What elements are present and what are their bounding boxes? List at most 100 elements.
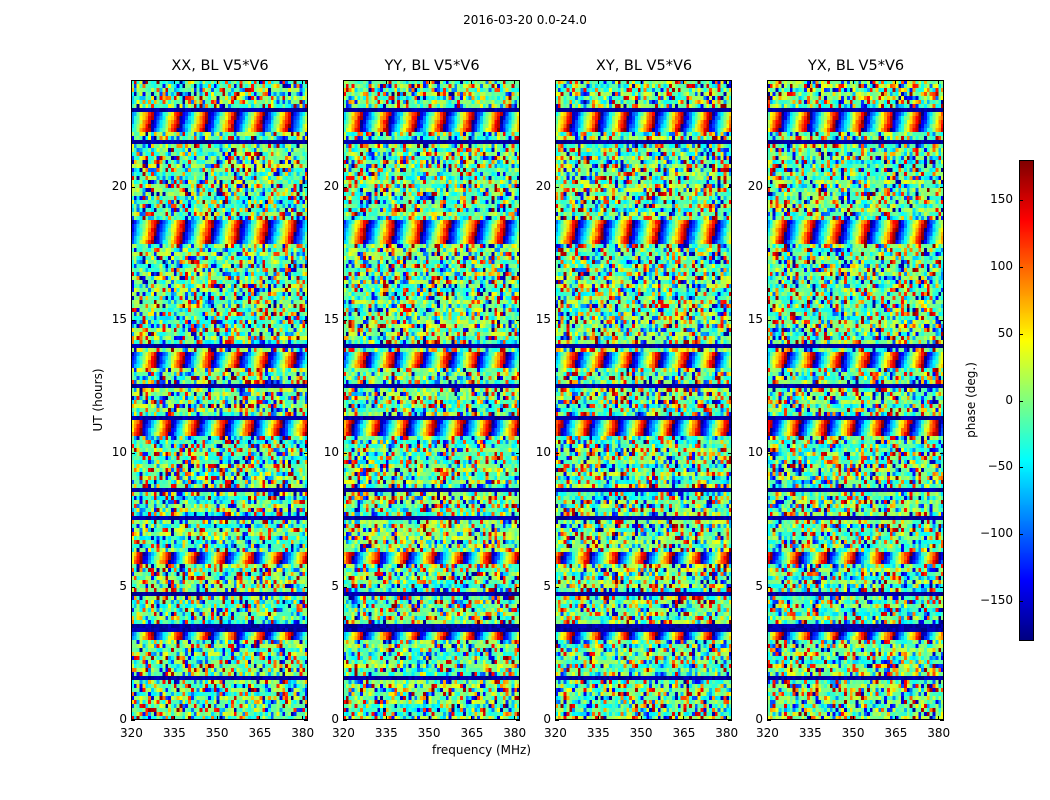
y-tick-mark <box>131 320 135 321</box>
y-tick-mark <box>940 320 944 321</box>
colorbar-tick-label: −100 <box>980 526 1013 541</box>
colorbar-tick-mark <box>1019 400 1023 402</box>
y-tick-mark <box>304 186 308 188</box>
y-tick-mark <box>767 586 771 588</box>
x-tick-label: 320 <box>544 726 567 740</box>
y-tick-mark <box>516 186 520 188</box>
x-tick-label: 380 <box>291 726 315 740</box>
y-tick-label: 5 <box>755 578 763 593</box>
y-tick-label: 15 <box>111 312 127 326</box>
y-tick-mark <box>940 186 944 188</box>
x-tick-mark <box>726 716 728 720</box>
y-tick-label: 5 <box>119 578 127 593</box>
y-tick-label: 0 <box>755 712 763 726</box>
x-tick-label: 365 <box>460 726 484 740</box>
y-tick-label: 10 <box>111 445 127 460</box>
y-tick-label: 15 <box>323 312 339 326</box>
phase-heatmap-yx <box>767 80 944 720</box>
x-tick-mark <box>259 716 261 720</box>
x-tick-mark <box>726 80 728 84</box>
colorbar-tick-mark <box>1019 200 1023 202</box>
x-tick-label: 350 <box>205 726 229 740</box>
y-tick-mark <box>343 320 347 321</box>
y-tick-label: 0 <box>331 712 339 726</box>
y-tick-mark <box>940 720 944 721</box>
y-tick-label: 10 <box>323 445 339 460</box>
colorbar-tick-label: −150 <box>980 592 1013 607</box>
x-tick-mark <box>895 80 897 84</box>
phase-heatmap-xy <box>555 80 732 720</box>
panel-title-xx: XX, BL V5*V6 <box>171 58 269 74</box>
x-tick-mark <box>852 716 854 720</box>
y-tick-mark <box>516 720 520 721</box>
x-tick-mark <box>216 716 218 720</box>
y-tick-mark <box>555 453 559 455</box>
x-tick-label: 320 <box>332 726 355 740</box>
y-axis-label: UT (hours) <box>91 368 105 432</box>
y-tick-mark <box>304 586 308 588</box>
y-tick-mark <box>940 586 944 588</box>
x-tick-label: 335 <box>374 726 398 740</box>
y-tick-mark <box>767 186 771 188</box>
y-tick-mark <box>343 586 347 588</box>
x-tick-label: 350 <box>629 726 653 740</box>
y-tick-mark <box>555 586 559 588</box>
y-tick-mark <box>940 453 944 455</box>
x-tick-mark <box>683 80 685 84</box>
x-tick-label: 335 <box>586 726 610 740</box>
x-tick-mark <box>555 716 556 720</box>
x-tick-mark <box>683 716 685 720</box>
y-tick-mark <box>516 320 520 321</box>
colorbar-tick-label: −50 <box>987 459 1013 474</box>
x-tick-mark <box>302 716 304 720</box>
y-tick-mark <box>728 720 732 721</box>
figure-title: 2016-03-20 0.0-24.0 <box>463 13 587 27</box>
y-tick-mark <box>131 720 135 721</box>
y-tick-label: 20 <box>535 178 551 193</box>
x-tick-mark <box>597 716 599 720</box>
x-tick-mark <box>259 80 261 84</box>
x-tick-mark <box>597 80 599 84</box>
x-tick-label: 320 <box>756 726 779 740</box>
y-tick-mark <box>516 586 520 588</box>
x-tick-mark <box>938 80 940 84</box>
y-tick-mark <box>555 186 559 188</box>
y-tick-mark <box>555 320 559 321</box>
x-tick-mark <box>809 716 811 720</box>
y-tick-mark <box>131 586 135 588</box>
x-tick-mark <box>385 80 387 84</box>
colorbar-tick-label: 50 <box>997 325 1013 340</box>
y-tick-mark <box>343 720 347 721</box>
colorbar-tick-mark <box>1019 266 1023 268</box>
y-tick-label: 10 <box>535 445 551 460</box>
y-tick-label: 0 <box>543 712 551 726</box>
x-tick-label: 365 <box>672 726 696 740</box>
x-tick-label: 380 <box>715 726 739 740</box>
y-tick-mark <box>767 453 771 455</box>
y-tick-mark <box>304 320 308 321</box>
x-tick-label: 350 <box>841 726 865 740</box>
x-tick-mark <box>767 80 768 84</box>
x-tick-mark <box>343 716 344 720</box>
x-tick-mark <box>343 80 344 84</box>
x-tick-mark <box>514 716 516 720</box>
y-tick-label: 10 <box>747 445 763 460</box>
x-tick-mark <box>131 80 132 84</box>
x-tick-label: 365 <box>884 726 908 740</box>
y-tick-label: 20 <box>111 178 127 193</box>
y-tick-label: 15 <box>747 312 763 326</box>
y-tick-mark <box>343 186 347 188</box>
colorbar-tick-mark <box>1019 467 1023 469</box>
panel-title-yx: YX, BL V5*V6 <box>807 58 905 74</box>
x-tick-label: 380 <box>503 726 527 740</box>
colorbar <box>1019 160 1034 641</box>
y-tick-mark <box>304 453 308 455</box>
y-tick-label: 0 <box>119 712 127 726</box>
x-tick-mark <box>895 716 897 720</box>
y-tick-mark <box>728 586 732 588</box>
x-axis-label: frequency (MHz) <box>432 743 532 757</box>
x-tick-mark <box>216 80 218 84</box>
y-tick-mark <box>131 453 135 455</box>
y-tick-mark <box>304 720 308 721</box>
